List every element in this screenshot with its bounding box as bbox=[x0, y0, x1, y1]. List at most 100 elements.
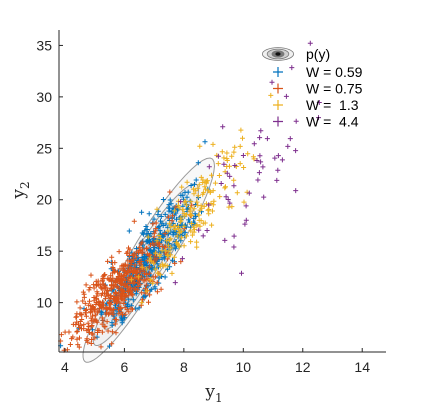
point bbox=[139, 264, 145, 270]
point bbox=[188, 228, 194, 234]
point bbox=[153, 220, 159, 226]
point bbox=[143, 282, 149, 288]
point bbox=[221, 155, 227, 161]
point bbox=[144, 288, 150, 294]
point bbox=[227, 200, 233, 206]
point bbox=[131, 285, 137, 291]
point bbox=[81, 322, 87, 328]
point bbox=[172, 208, 177, 214]
point bbox=[231, 177, 237, 183]
point bbox=[196, 217, 202, 223]
point bbox=[170, 232, 176, 238]
point bbox=[231, 183, 237, 189]
point bbox=[168, 252, 174, 258]
point bbox=[119, 318, 125, 324]
point bbox=[162, 244, 167, 250]
point bbox=[80, 289, 86, 295]
legend-label: W = 4.4 bbox=[306, 114, 359, 130]
x-tick-label: 4 bbox=[61, 359, 69, 375]
point bbox=[128, 306, 134, 312]
point bbox=[100, 299, 105, 305]
point bbox=[104, 319, 110, 325]
point bbox=[129, 291, 134, 297]
point bbox=[92, 316, 98, 322]
point bbox=[251, 141, 257, 147]
point bbox=[264, 136, 270, 142]
point bbox=[275, 167, 281, 173]
legend-density-icon bbox=[274, 51, 282, 57]
point bbox=[136, 259, 142, 264]
point bbox=[170, 213, 176, 219]
point bbox=[80, 298, 86, 304]
y-tick-label: 35 bbox=[36, 37, 52, 53]
point bbox=[118, 306, 123, 311]
point bbox=[169, 218, 175, 224]
point bbox=[85, 327, 91, 332]
point bbox=[232, 163, 238, 168]
point bbox=[168, 245, 174, 251]
point bbox=[155, 225, 161, 231]
point bbox=[131, 252, 137, 258]
point bbox=[156, 257, 162, 263]
point bbox=[193, 177, 199, 183]
point bbox=[251, 156, 257, 162]
point bbox=[94, 319, 100, 325]
point bbox=[135, 287, 141, 293]
point bbox=[203, 186, 208, 192]
point bbox=[188, 239, 194, 245]
point bbox=[200, 220, 206, 226]
point bbox=[158, 236, 164, 242]
point bbox=[168, 224, 174, 230]
point bbox=[98, 344, 104, 350]
point bbox=[105, 258, 111, 264]
point bbox=[111, 299, 117, 305]
point bbox=[74, 319, 80, 325]
point bbox=[128, 262, 134, 268]
point bbox=[98, 285, 104, 291]
point bbox=[78, 311, 84, 317]
point bbox=[136, 274, 142, 280]
point bbox=[210, 208, 215, 214]
point bbox=[192, 181, 197, 187]
point bbox=[150, 221, 156, 227]
point bbox=[154, 280, 160, 286]
point bbox=[154, 256, 160, 262]
point bbox=[143, 224, 149, 229]
point bbox=[219, 149, 225, 155]
point bbox=[246, 190, 252, 196]
point bbox=[103, 296, 108, 302]
point bbox=[102, 272, 108, 278]
point bbox=[157, 228, 163, 234]
point bbox=[161, 232, 167, 238]
point bbox=[197, 207, 203, 213]
point bbox=[159, 220, 165, 226]
y-tick-label: 10 bbox=[36, 295, 52, 311]
point bbox=[82, 300, 88, 306]
point bbox=[191, 206, 197, 212]
point bbox=[238, 127, 244, 133]
point bbox=[184, 179, 190, 185]
point bbox=[174, 233, 180, 239]
point bbox=[88, 341, 94, 346]
point bbox=[74, 328, 80, 334]
point bbox=[87, 298, 92, 304]
point bbox=[83, 282, 89, 288]
point bbox=[239, 270, 244, 276]
point bbox=[181, 243, 187, 249]
point bbox=[76, 344, 82, 350]
point bbox=[89, 307, 95, 313]
point bbox=[240, 153, 246, 158]
point bbox=[149, 265, 155, 271]
point bbox=[268, 92, 274, 98]
point bbox=[206, 207, 212, 212]
point bbox=[146, 264, 152, 270]
point bbox=[154, 206, 160, 212]
point bbox=[86, 287, 92, 293]
point bbox=[146, 270, 152, 276]
point bbox=[89, 323, 95, 328]
point bbox=[168, 201, 174, 207]
point bbox=[139, 300, 145, 306]
point bbox=[212, 180, 218, 186]
point bbox=[136, 249, 141, 255]
